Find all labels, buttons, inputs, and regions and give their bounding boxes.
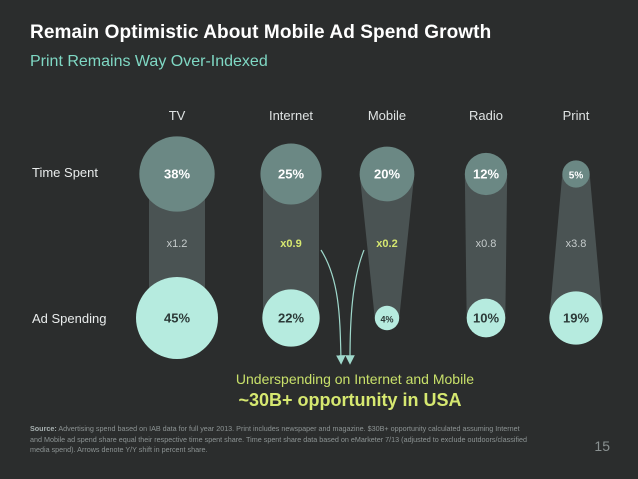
- time-spent-bubble-mobile: [359, 146, 415, 202]
- ad-spending-value-print: 19%: [563, 311, 589, 326]
- callout-opportunity: ~30B+ opportunity in USA: [238, 390, 462, 410]
- ad-spending-bubble-internet: [262, 289, 320, 347]
- connector-mobile: [359, 174, 415, 318]
- time-spent-bubble-print: [562, 160, 590, 188]
- source-note: Source: Advertising spend based on IAB d…: [30, 424, 530, 456]
- ad-spending-bubble-tv: [136, 277, 218, 359]
- ad-spending-value-internet: 22%: [278, 311, 304, 326]
- arrow-internet: [320, 249, 346, 365]
- source-label: Source:: [30, 424, 57, 433]
- category-label-radio: Radio: [469, 108, 503, 123]
- time-spent-bubble-tv: [139, 136, 215, 212]
- connector-radio: [464, 174, 508, 318]
- slide-title: Remain Optimistic About Mobile Ad Spend …: [30, 22, 492, 43]
- ratio-value-print: x3.8: [566, 238, 587, 250]
- ad-spending-value-mobile: 4%: [380, 315, 393, 325]
- row-label-ad-spending: Ad Spending: [32, 311, 107, 326]
- time-spent-value-tv: 38%: [164, 167, 190, 182]
- ad-spending-value-radio: 10%: [473, 311, 499, 326]
- time-spent-value-mobile: 20%: [374, 167, 400, 182]
- ad-spending-value-tv: 45%: [164, 311, 190, 326]
- ad-spending-bubble-print: [549, 291, 603, 345]
- time-spent-value-print: 5%: [569, 171, 584, 182]
- ratio-value-internet: x0.9: [280, 238, 301, 250]
- ad-spending-bubble-mobile: [374, 305, 400, 331]
- arrow-mobile: [345, 249, 365, 365]
- ratio-value-radio: x0.8: [476, 238, 497, 250]
- slide-subtitle: Print Remains Way Over-Indexed: [30, 53, 268, 70]
- time-spent-bubble-radio: [464, 152, 508, 196]
- time-spent-bubble-internet: [260, 143, 322, 205]
- page-number: 15: [594, 438, 610, 454]
- ad-spending-bubble-radio: [466, 298, 506, 338]
- connector-internet: [263, 174, 319, 318]
- category-label-tv: TV: [168, 108, 186, 123]
- category-label-print: Print: [562, 108, 590, 123]
- connector-print: [549, 174, 603, 318]
- category-label-internet: Internet: [268, 108, 314, 123]
- ratio-value-mobile: x0.2: [376, 238, 397, 250]
- callout-underspending: Underspending on Internet and Mobile: [235, 371, 475, 387]
- category-label-mobile: Mobile: [367, 108, 407, 123]
- time-spent-value-radio: 12%: [473, 167, 499, 182]
- ratio-value-tv: x1.2: [167, 238, 188, 250]
- source-text: Advertising spend based on IAB data for …: [30, 424, 528, 454]
- row-label-time-spent: Time Spent: [32, 165, 98, 180]
- time-spent-value-internet: 25%: [278, 167, 304, 182]
